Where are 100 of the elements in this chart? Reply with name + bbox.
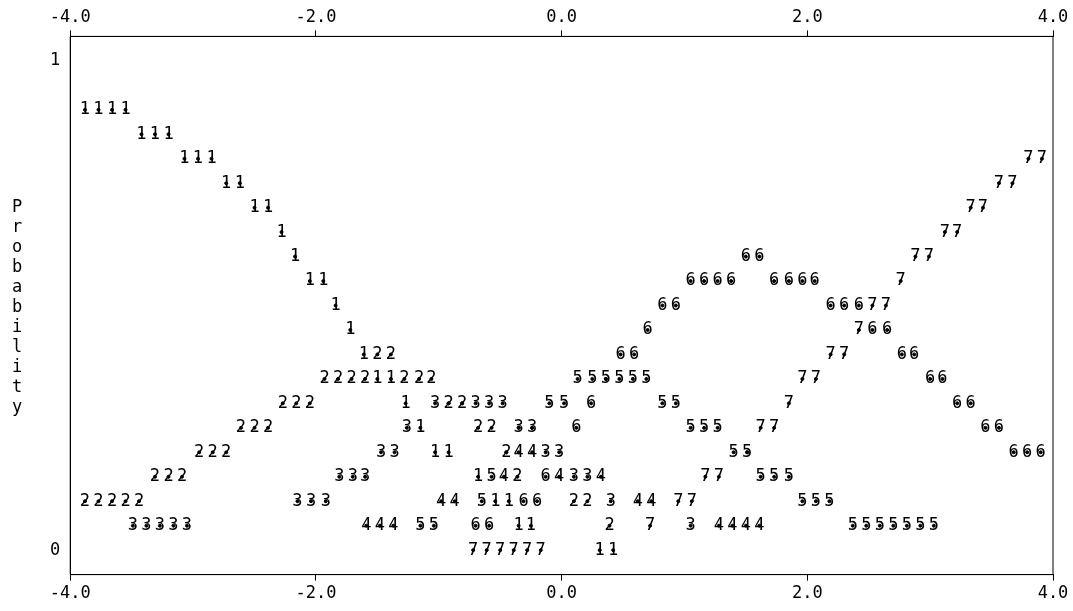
text: 3 <box>497 391 508 412</box>
text: 3 <box>305 489 317 510</box>
text: 4 <box>374 514 385 535</box>
y-axis-title: Probability <box>7 195 27 416</box>
text: 5 <box>824 489 835 510</box>
text: 3 <box>513 416 524 437</box>
text: 3 <box>582 465 593 486</box>
text: 4 <box>449 489 460 510</box>
text: 7 <box>867 293 878 314</box>
text: 2 <box>346 367 357 388</box>
text: 6 <box>797 269 808 290</box>
text: 6 <box>518 489 529 510</box>
x2-tick-label: 4.0 <box>1037 5 1069 26</box>
text: 5 <box>861 514 872 535</box>
text: 5 <box>670 391 681 412</box>
text: 6 <box>839 293 850 314</box>
x2-tick-label: 0.0 <box>546 5 577 26</box>
text: 5 <box>755 465 766 486</box>
x-tick-label: 2.0 <box>791 582 823 603</box>
text: 3 <box>401 416 412 437</box>
text: 3 <box>127 514 139 535</box>
text: 6 <box>853 293 865 314</box>
text: 6 <box>615 342 626 363</box>
text: 2 <box>163 465 174 486</box>
text: 2 <box>604 514 615 535</box>
text: 4 <box>632 489 643 510</box>
text: 3 <box>334 465 345 486</box>
text: 6 <box>685 269 696 290</box>
text: 6 <box>712 269 723 290</box>
text: 4 <box>595 465 607 486</box>
text: 6 <box>531 489 543 510</box>
text: 6 <box>1008 440 1019 461</box>
text: 3 <box>527 416 538 437</box>
text: 6 <box>657 293 668 314</box>
text: 3 <box>540 440 551 461</box>
text: 6 <box>965 391 976 412</box>
text: 3 <box>154 514 166 535</box>
text: 6 <box>867 318 878 339</box>
text: 4 <box>554 465 565 486</box>
text: 5 <box>874 514 885 535</box>
text: 5 <box>783 465 795 486</box>
text: 6 <box>882 318 893 339</box>
text: 3 <box>292 489 303 510</box>
text: 5 <box>428 514 439 535</box>
text: 3 <box>605 489 616 510</box>
x-tick-label: 4.0 <box>1037 582 1069 603</box>
text: 4 <box>361 514 372 535</box>
x-tick-label: 0.0 <box>546 582 577 603</box>
text: 2 <box>249 416 260 437</box>
text: 6 <box>896 342 908 363</box>
text: 4 <box>388 514 399 535</box>
text: 3 <box>484 391 495 412</box>
text: 6 <box>670 293 681 314</box>
text: 5 <box>728 440 739 461</box>
text: 6 <box>754 244 765 265</box>
text: 6 <box>585 391 597 412</box>
text: 5 <box>901 514 912 535</box>
text: 3 <box>375 440 387 461</box>
text: 5 <box>915 514 926 535</box>
x-tick-label: -2.0 <box>295 582 337 603</box>
text: 1 <box>358 342 369 363</box>
text: 3 <box>429 391 441 412</box>
text: 6 <box>484 514 495 535</box>
text: 5 <box>558 391 570 412</box>
text: 2 <box>319 367 330 388</box>
text: 3 <box>141 514 152 535</box>
text: 3 <box>359 465 371 486</box>
text: 4 <box>754 514 765 535</box>
text: 6 <box>628 342 640 363</box>
text: 6 <box>925 367 936 388</box>
text: 3 <box>181 514 193 535</box>
text: 6 <box>783 269 795 290</box>
text: 6 <box>952 391 963 412</box>
text: 1 <box>234 171 245 192</box>
text: 5 <box>712 416 723 437</box>
text: 3 <box>568 465 580 486</box>
text: 6 <box>909 342 920 363</box>
text: 6 <box>980 416 991 437</box>
text: 4 <box>498 465 509 486</box>
text: 5 <box>698 416 710 437</box>
x2-tick-label: 2.0 <box>791 5 823 26</box>
text: 6 <box>726 269 737 290</box>
text: 2 <box>512 465 523 486</box>
text: 4 <box>513 440 524 461</box>
text: 4 <box>436 489 447 510</box>
text: 3 <box>554 440 565 461</box>
text: 3 <box>320 489 331 510</box>
x2-tick-label: -4.0 <box>49 5 91 26</box>
text: 5 <box>627 367 638 388</box>
text: 5 <box>572 367 583 388</box>
text: 5 <box>544 391 555 412</box>
text: 3 <box>168 514 179 535</box>
text: 2 <box>486 416 497 437</box>
text: 6 <box>470 514 481 535</box>
text: 5 <box>641 367 652 388</box>
text: 5 <box>476 489 487 510</box>
text: 6 <box>825 293 836 314</box>
text: 6 <box>937 367 948 388</box>
text: 1 <box>289 244 301 265</box>
text: 6 <box>1022 440 1033 461</box>
